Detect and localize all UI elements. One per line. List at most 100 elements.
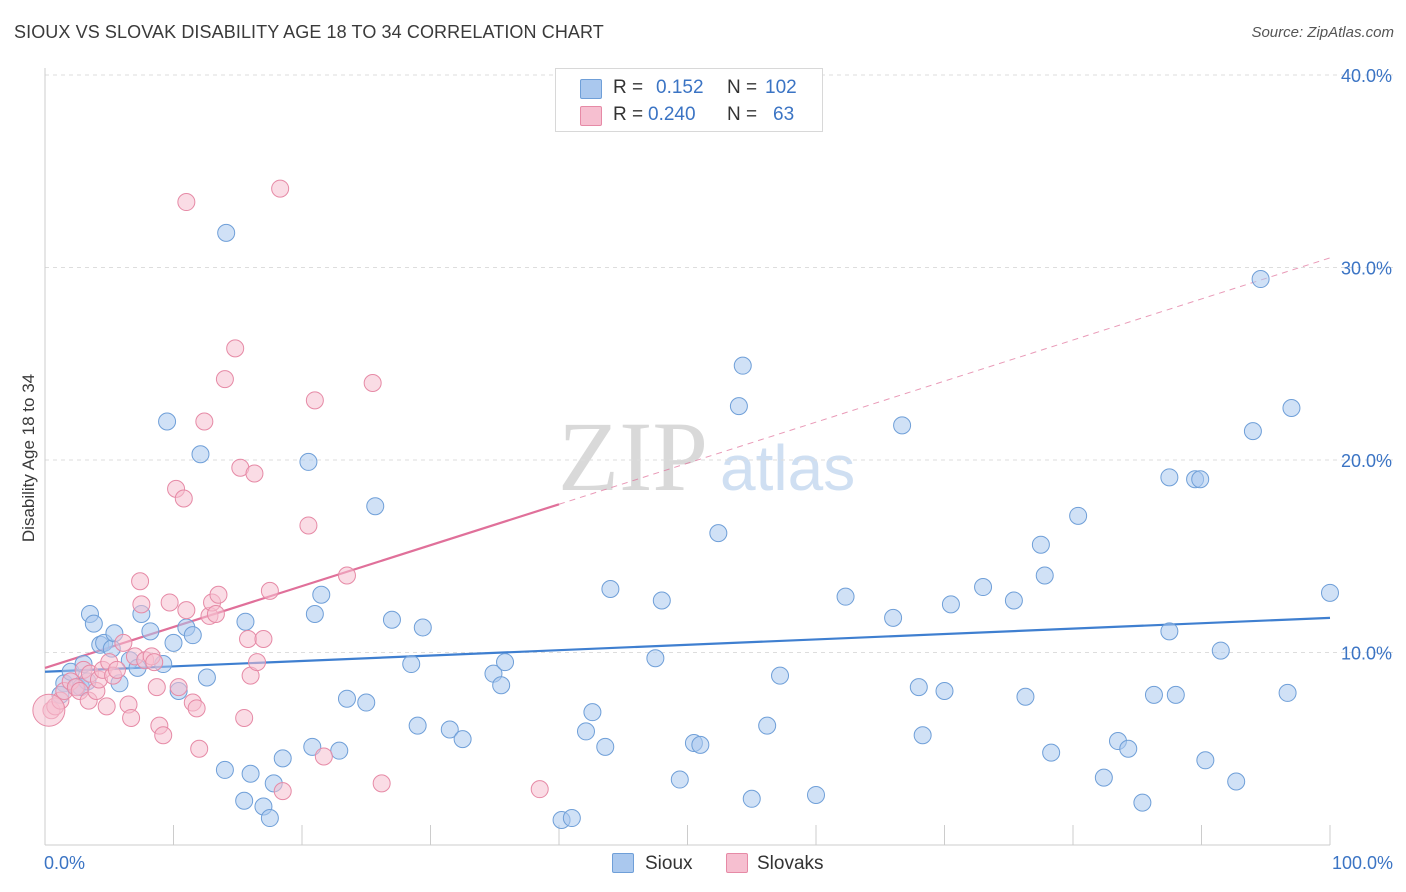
slovaks-point xyxy=(107,660,126,679)
sioux-point xyxy=(1094,768,1113,787)
sioux-point xyxy=(299,452,318,471)
sioux-point xyxy=(941,595,960,614)
sioux-point xyxy=(141,622,160,641)
sioux-point xyxy=(729,397,748,416)
correlation-legend: R = 0.152 N = 102 R = 0.240 N = 63 xyxy=(555,68,823,132)
sioux-point xyxy=(1243,422,1262,441)
slovaks-point xyxy=(177,601,196,620)
sioux-point xyxy=(191,445,210,464)
y-axis-label: Disability Age 18 to 34 xyxy=(19,374,38,542)
sioux-point xyxy=(1211,641,1230,660)
sioux-point xyxy=(1166,685,1185,704)
slovaks-point xyxy=(190,739,209,758)
sioux-point xyxy=(273,749,292,768)
slovaks-point xyxy=(206,605,225,623)
slovaks-point xyxy=(131,572,150,591)
sioux-point xyxy=(771,666,790,685)
source-label: Source: ZipAtlas.com xyxy=(1251,24,1394,41)
sioux-point xyxy=(215,760,234,779)
sioux-point xyxy=(884,608,903,627)
slovaks-point xyxy=(245,464,264,483)
sioux-point xyxy=(492,676,511,695)
sioux-point xyxy=(453,730,472,749)
sioux-point xyxy=(1144,685,1163,704)
watermark-atlas: atlas xyxy=(720,432,855,504)
sioux-point xyxy=(337,689,356,708)
sioux-point xyxy=(1227,772,1246,791)
slovaks-point xyxy=(169,678,188,697)
sioux-point xyxy=(1321,583,1339,602)
slovaks-point xyxy=(271,179,290,198)
slovaks-point xyxy=(132,595,151,614)
slovaks-point xyxy=(97,697,116,716)
sioux-point xyxy=(330,741,349,760)
slovaks-point xyxy=(363,374,382,392)
sioux-point xyxy=(974,578,993,597)
slovaks-point xyxy=(209,585,228,604)
slovaks-point xyxy=(372,774,391,793)
slovaks-point xyxy=(226,339,245,358)
sioux-point xyxy=(1160,622,1179,641)
sioux-point xyxy=(596,737,615,756)
slovaks-point xyxy=(177,193,196,212)
n-label: N = xyxy=(727,77,758,98)
slovaks-point xyxy=(114,633,133,652)
sioux-point xyxy=(236,612,255,631)
slovaks-point xyxy=(147,678,166,697)
slovaks-swatch xyxy=(726,853,748,873)
y-tick-label: 40.0% xyxy=(1341,66,1392,86)
sioux-point xyxy=(402,655,421,674)
r-label: R = xyxy=(613,104,644,125)
sioux-point xyxy=(1042,743,1061,762)
slovaks-point xyxy=(273,782,292,801)
sioux-point xyxy=(1069,506,1088,525)
sioux-point xyxy=(217,223,236,242)
sioux-point xyxy=(312,585,331,604)
slovaks-point xyxy=(299,516,318,535)
slovaks-point xyxy=(187,699,206,718)
sioux-point xyxy=(496,653,515,672)
sioux-point xyxy=(408,716,427,735)
sioux-point xyxy=(1004,591,1023,610)
gridlines xyxy=(45,74,1395,653)
slovaks-point xyxy=(530,780,549,799)
sioux-point xyxy=(652,591,671,610)
n-label: N = xyxy=(727,104,758,125)
slovaks-point xyxy=(145,653,164,672)
slovaks-point xyxy=(248,653,267,672)
sioux-point xyxy=(709,524,728,543)
y-tick-label: 20.0% xyxy=(1341,451,1392,471)
sioux-point xyxy=(305,605,324,623)
sioux-point xyxy=(836,587,855,606)
y-tick-label: 30.0% xyxy=(1341,259,1392,279)
sioux-point xyxy=(158,412,177,431)
sioux-swatch xyxy=(580,79,602,99)
tick-labels: 10.0% 20.0% 30.0% 40.0% 0.0% 100.0% xyxy=(44,66,1393,873)
sioux-point xyxy=(742,789,761,808)
sioux-point xyxy=(913,726,932,745)
sioux-point xyxy=(1031,535,1050,554)
sioux-point xyxy=(646,649,665,668)
sioux-point xyxy=(1282,399,1301,418)
y-tick-label: 10.0% xyxy=(1341,644,1392,664)
slovaks-point xyxy=(314,747,333,766)
sioux-point xyxy=(303,737,322,756)
sioux-point xyxy=(691,735,710,754)
slovaks-point xyxy=(215,370,234,389)
n-value: 63 xyxy=(773,104,795,125)
slovaks-point xyxy=(195,412,214,431)
sioux-point xyxy=(235,791,254,810)
watermark-zip: ZIP xyxy=(558,401,708,512)
sioux-point xyxy=(893,416,912,435)
slovaks-swatch xyxy=(580,106,602,126)
sioux-point xyxy=(1160,468,1179,487)
sioux-point xyxy=(197,668,216,687)
sioux-point xyxy=(357,693,376,712)
x-tick-label: 100.0% xyxy=(1332,853,1393,873)
slovaks-point xyxy=(254,630,273,649)
slovaks-point xyxy=(174,489,193,508)
sioux-point xyxy=(583,703,602,722)
slovaks-point xyxy=(154,726,173,745)
r-value: 0.240 xyxy=(648,104,696,125)
